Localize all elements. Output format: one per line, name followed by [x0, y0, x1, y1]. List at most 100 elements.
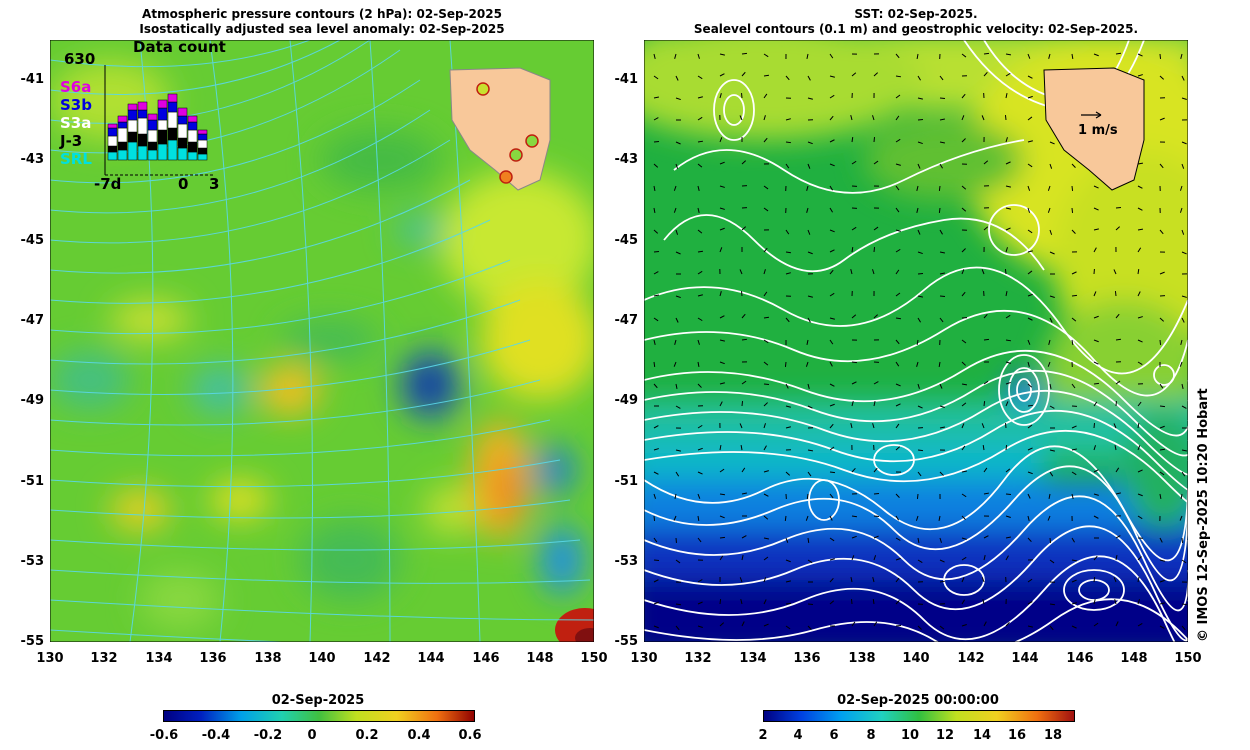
histogram-bar	[197, 139, 208, 149]
right-map	[644, 40, 1188, 642]
cb-tick: 4	[793, 728, 803, 743]
histogram-bar	[187, 121, 198, 131]
histogram-bar	[117, 115, 128, 123]
y-tick: -53	[20, 554, 45, 569]
x-tick: 132	[90, 651, 118, 666]
y-tick: -53	[614, 554, 639, 569]
y-tick: -47	[20, 313, 45, 328]
y-tick: -47	[614, 313, 639, 328]
cb-tick: 0.2	[355, 728, 379, 743]
left-colorbar-title: 02-Sep-2025	[271, 693, 365, 708]
y-tick: -43	[20, 152, 45, 167]
x-tick: 142	[957, 651, 985, 666]
x-tick: 140	[902, 651, 930, 666]
histogram-bar	[147, 113, 158, 121]
histogram-bar	[127, 131, 138, 143]
histogram-bar	[137, 133, 148, 147]
left-title-line1: Atmospheric pressure contours (2 hPa): 0…	[142, 7, 502, 21]
cb-tick: -0.4	[201, 728, 231, 743]
tasmania-landmass	[1043, 67, 1145, 191]
inset-max-label: 630	[64, 50, 96, 68]
tasmania-landmass	[449, 67, 551, 191]
histogram-bar	[107, 135, 118, 147]
tide-gauge-marker	[509, 148, 523, 162]
histogram-bar	[157, 143, 168, 161]
cb-tick: 0.4	[407, 728, 431, 743]
y-tick: -55	[20, 634, 45, 649]
histogram-bar	[147, 129, 158, 143]
cb-tick: -0.2	[253, 728, 283, 743]
x-tick: 150	[1174, 651, 1202, 666]
histogram-bar	[137, 101, 148, 111]
x-tick: 134	[145, 651, 173, 666]
x-tick: 130	[36, 651, 64, 666]
histogram-bar	[167, 101, 178, 113]
histogram-bar	[137, 145, 148, 161]
histogram-bar	[157, 129, 168, 145]
cb-tick: 6	[829, 728, 839, 743]
histogram-bar	[177, 137, 188, 149]
histogram-bar	[187, 115, 198, 123]
x-tick: 146	[1066, 651, 1094, 666]
x-tick: 138	[254, 651, 282, 666]
histogram-bar	[137, 109, 148, 119]
x-tick: 144	[417, 651, 445, 666]
histogram-bar	[167, 111, 178, 129]
x-tick: 136	[793, 651, 821, 666]
legend-srl: SRL	[60, 150, 92, 168]
cb-tick: 18	[1043, 728, 1063, 743]
histogram-bar	[197, 147, 208, 155]
inset-title: Data count	[133, 38, 226, 56]
x-tick: 148	[1120, 651, 1148, 666]
inset-xlabel-zero: 0	[178, 175, 189, 193]
histogram-bar	[197, 133, 208, 141]
x-tick: 138	[848, 651, 876, 666]
inset-legend: S6a S3b S3a J-3 SRL	[60, 78, 92, 168]
tide-gauge-marker	[499, 170, 513, 184]
cb-tick: 16	[1007, 728, 1027, 743]
cb-tick: 8	[866, 728, 876, 743]
histogram-bar	[157, 119, 168, 131]
histogram-bar	[117, 149, 128, 161]
histogram-bar	[187, 129, 198, 143]
histogram-bar	[107, 123, 118, 129]
histogram-bar	[177, 123, 188, 139]
cb-tick: 12	[935, 728, 955, 743]
histogram-bar	[147, 119, 158, 131]
y-tick: -49	[20, 393, 45, 408]
x-tick: 136	[199, 651, 227, 666]
velocity-scale-label: 1 m/s	[1078, 123, 1118, 138]
histogram-bar	[177, 147, 188, 161]
x-tick: 140	[308, 651, 336, 666]
legend-s3a: S3a	[60, 114, 92, 132]
cb-tick: 10	[900, 728, 920, 743]
x-tick: 130	[630, 651, 658, 666]
x-tick: 144	[1011, 651, 1039, 666]
left-map	[50, 40, 594, 642]
histogram-bar	[157, 107, 168, 121]
y-tick: -45	[614, 233, 639, 248]
y-tick: -45	[20, 233, 45, 248]
right-title-line1: SST: 02-Sep-2025.	[854, 7, 978, 21]
y-tick: -55	[614, 634, 639, 649]
cb-tick: 0	[307, 728, 317, 743]
x-tick: 150	[580, 651, 608, 666]
histogram-bar	[177, 115, 188, 125]
histogram-bar	[117, 127, 128, 143]
left-colorbar	[163, 710, 475, 722]
x-tick: 142	[363, 651, 391, 666]
histogram-bar	[167, 127, 178, 141]
left-title-line2: Isostatically adjusted sea level anomaly…	[139, 22, 505, 36]
histogram-bar	[127, 141, 138, 161]
histogram-bar	[107, 145, 118, 153]
y-tick: -49	[614, 393, 639, 408]
histogram-bar	[167, 93, 178, 103]
cb-tick: -0.6	[149, 728, 179, 743]
histogram-bar	[117, 141, 128, 151]
inset-xlabel-end: 3	[209, 175, 220, 193]
legend-s6a: S6a	[60, 78, 92, 96]
right-colorbar	[763, 710, 1075, 722]
right-colorbar-title: 02-Sep-2025 00:00:00	[837, 693, 999, 708]
x-tick: 146	[472, 651, 500, 666]
copyright-notice: © IMOS 12-Sep-2025 10:20 Hobart	[1196, 388, 1211, 642]
